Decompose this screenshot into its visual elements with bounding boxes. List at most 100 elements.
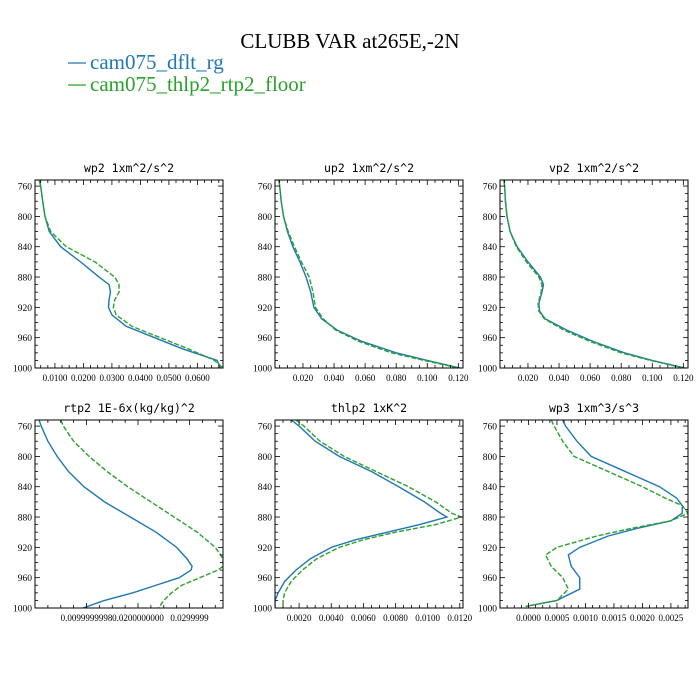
series-line-floor xyxy=(60,420,223,608)
y-tick-label: 800 xyxy=(18,213,33,223)
plot-frame xyxy=(274,419,464,609)
x-tick-label: 0.0015 xyxy=(602,613,627,623)
y-tick-label: 840 xyxy=(18,243,33,253)
y-tick-label: 1000 xyxy=(253,605,272,615)
y-tick-label: 960 xyxy=(18,334,33,344)
x-tick-label: 0.0600 xyxy=(185,373,210,383)
x-tick-label: 0.060 xyxy=(355,373,376,383)
y-tick-label: 800 xyxy=(483,213,498,223)
series-line-dflt xyxy=(525,420,683,608)
figure-title: CLUBB VAR at265E,-2N xyxy=(240,29,459,53)
y-tick-label: 760 xyxy=(258,423,273,433)
panel-1: up2 1xm^2/s^2 760 800 840 880 920 960 1000 0.020… xyxy=(253,161,469,383)
plot-frame xyxy=(274,179,464,369)
x-tick-label: 0.0100 xyxy=(415,613,440,623)
x-tick-label: 0.0300 xyxy=(100,373,125,383)
series-line-dflt xyxy=(503,180,686,368)
plot-frame xyxy=(34,179,224,369)
y-tick-label: 800 xyxy=(258,453,273,463)
panels-grid: wp2 1xm^2/s^2 760 800 840 880 920 960 1000 0.010… xyxy=(13,161,694,623)
y-tick-label: 1000 xyxy=(253,365,272,375)
y-tick-label: 840 xyxy=(18,483,33,493)
y-tick-label: 920 xyxy=(18,544,33,554)
legend-label-floor: cam075_thlp2_rtp2_floor xyxy=(90,72,306,96)
x-tick-label: 0.060 xyxy=(580,373,601,383)
y-tick-label: 800 xyxy=(483,453,498,463)
panel-title: wp2 1xm^2/s^2 xyxy=(84,161,174,175)
x-tick-label: 0.0200000000 xyxy=(112,613,164,623)
x-tick-label: 0.0020 xyxy=(287,613,312,623)
x-tick-label: 0.0025 xyxy=(659,613,684,623)
y-tick-label: 840 xyxy=(258,243,273,253)
series-line-dflt xyxy=(38,180,221,368)
plot-frame xyxy=(499,179,689,369)
panel-2: vp2 1xm^2/s^2 760 800 840 880 920 960 1000 0.020… xyxy=(478,161,694,383)
x-tick-label: 0.0500 xyxy=(157,373,182,383)
x-tick-label: 0.020 xyxy=(293,373,314,383)
x-tick-label: 0.0099999998 xyxy=(61,613,113,623)
x-tick-label: 0.0080 xyxy=(383,613,408,623)
panel-title: up2 1xm^2/s^2 xyxy=(324,161,414,175)
y-tick-label: 760 xyxy=(18,423,33,433)
y-tick-label: 960 xyxy=(258,334,273,344)
x-tick-label: 0.120 xyxy=(448,373,469,383)
plot-frame xyxy=(499,419,689,609)
x-tick-label: 0.0120 xyxy=(447,613,472,623)
x-tick-label: 0.0299999 xyxy=(170,613,209,623)
series-line-dflt xyxy=(38,420,193,608)
y-tick-label: 880 xyxy=(258,514,273,524)
y-tick-label: 1000 xyxy=(13,365,32,375)
y-tick-label: 840 xyxy=(483,483,498,493)
y-tick-label: 800 xyxy=(258,213,273,223)
y-tick-label: 960 xyxy=(483,334,498,344)
y-tick-label: 880 xyxy=(483,514,498,524)
x-tick-label: 0.0020 xyxy=(630,613,655,623)
y-tick-label: 880 xyxy=(483,274,498,284)
panel-title: wp3 1xm^3/s^3 xyxy=(549,401,639,415)
x-tick-label: 0.020 xyxy=(518,373,539,383)
y-tick-label: 960 xyxy=(483,574,498,584)
x-tick-label: 0.120 xyxy=(673,373,694,383)
series-line-floor xyxy=(38,180,223,368)
legend-label-dflt: cam075_dflt_rg xyxy=(90,50,224,74)
y-tick-label: 880 xyxy=(18,514,33,524)
y-tick-label: 760 xyxy=(483,183,498,193)
y-tick-label: 960 xyxy=(18,574,33,584)
x-tick-label: 0.0010 xyxy=(573,613,598,623)
x-tick-label: 0.0100 xyxy=(43,373,68,383)
y-tick-label: 880 xyxy=(18,274,33,284)
x-tick-label: 0.080 xyxy=(386,373,407,383)
x-tick-label: 0.0060 xyxy=(351,613,376,623)
panel-4: thlp2 1xK^2 760 800 840 880 920 960 1000 0.0020 0… xyxy=(253,401,473,623)
y-tick-label: 1000 xyxy=(13,605,32,615)
x-tick-label: 0.100 xyxy=(417,373,438,383)
y-tick-label: 760 xyxy=(258,183,273,193)
series-line-floor xyxy=(503,180,684,368)
y-tick-label: 760 xyxy=(18,183,33,193)
legend: cam075_dflt_rg cam075_thlp2_rtp2_floor xyxy=(68,50,306,96)
series-line-floor xyxy=(282,420,463,608)
panel-title: thlp2 1xK^2 xyxy=(331,401,407,415)
y-tick-label: 760 xyxy=(483,423,498,433)
y-tick-label: 960 xyxy=(258,574,273,584)
y-tick-label: 880 xyxy=(258,274,273,284)
x-tick-label: 0.0040 xyxy=(319,613,344,623)
panel-title: rtp2 1E-6x(kg/kg)^2 xyxy=(63,401,195,415)
y-tick-label: 1000 xyxy=(478,605,497,615)
panel-3: rtp2 1E-6x(kg/kg)^2 760 800 840 880 920 960 100… xyxy=(13,401,224,623)
plot-frame xyxy=(34,419,224,609)
series-line-dflt xyxy=(275,420,449,608)
panel-5: wp3 1xm^3/s^3 760 800 840 880 920 960 1000 0.000… xyxy=(478,401,689,623)
series-line-dflt xyxy=(278,180,461,368)
y-tick-label: 840 xyxy=(483,243,498,253)
y-tick-label: 920 xyxy=(258,304,273,314)
x-tick-label: 0.100 xyxy=(642,373,663,383)
x-tick-label: 0.0200 xyxy=(71,373,96,383)
series-line-floor xyxy=(525,420,688,608)
y-tick-label: 800 xyxy=(18,453,33,463)
x-tick-label: 0.080 xyxy=(611,373,632,383)
y-tick-label: 920 xyxy=(483,544,498,554)
panel-title: vp2 1xm^2/s^2 xyxy=(549,161,639,175)
x-tick-label: 0.0005 xyxy=(545,613,570,623)
